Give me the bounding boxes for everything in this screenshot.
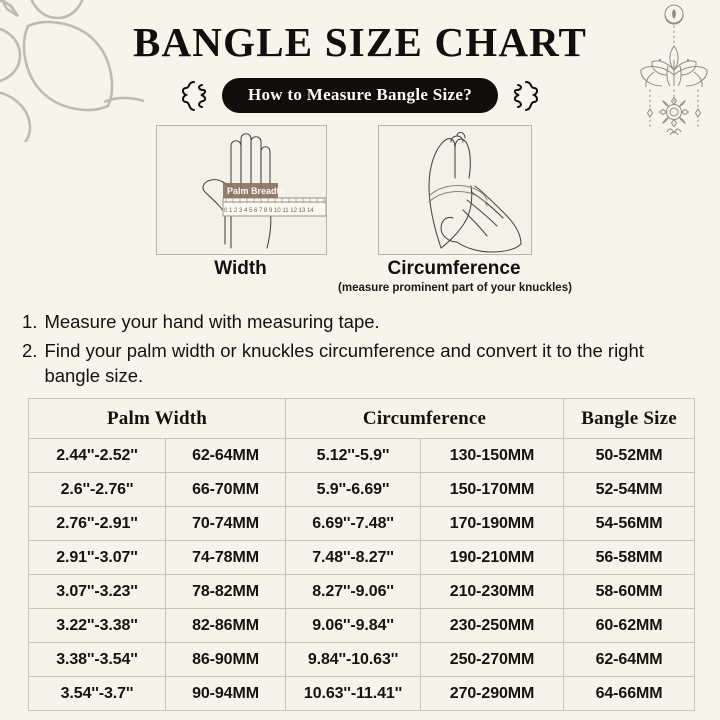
table-cell: 130-150MM: [420, 438, 565, 473]
table-cell: 3.07''-3.23'': [28, 574, 166, 609]
table-cell: 66-70MM: [164, 472, 287, 507]
table-cell: 86-90MM: [164, 642, 287, 677]
table-cell: 230-250MM: [420, 608, 565, 643]
table-row: 2.44''-2.52'' 62-64MM 5.12''-5.9'' 130-150M…: [28, 438, 696, 473]
step-1-number: 1.: [22, 311, 38, 332]
table-cell: 3.54''-3.7'': [28, 676, 166, 711]
table-cell: 78-82MM: [164, 574, 287, 609]
table-cell: 58-60MM: [563, 574, 696, 609]
table-cell: 60-62MM: [563, 608, 696, 643]
step-1-text: Measure your hand with measuring tape.: [44, 311, 380, 332]
palm-width-illustration: 0 1 2 3 4 5 6 7 8 9 10 11 12 13 14 Palm …: [156, 125, 327, 255]
table-cell: 6.69''-7.48'': [285, 506, 422, 541]
table-cell: 82-86MM: [164, 608, 287, 643]
how-to-measure-badge: How to Measure Bangle Size?: [221, 78, 499, 113]
table-cell: 150-170MM: [420, 472, 565, 507]
step-2: 2. Find your palm width or knuckles circ…: [22, 339, 698, 388]
step-2-number: 2.: [22, 340, 38, 362]
table-cell: 9.06''-9.84'': [285, 608, 422, 643]
table-row: 2.91''-3.07'' 74-78MM 7.48''-8.27'' 190-210…: [28, 540, 696, 575]
table-cell: 2.44''-2.52'': [28, 438, 166, 473]
table-row: 3.07''-3.23'' 78-82MM 8.27''-9.06'' 210-230…: [28, 574, 696, 609]
header-palm-width: Palm Width: [27, 398, 287, 439]
table-row: 3.54''-3.7'' 90-94MM 10.63''-11.41'' 270-29…: [28, 676, 696, 711]
header-circumference: Circumference: [285, 398, 565, 439]
caption-width: Width: [214, 258, 267, 279]
table-cell: 2.76''-2.91'': [28, 506, 166, 541]
table-cell: 62-64MM: [164, 438, 287, 473]
table-cell: 52-54MM: [563, 472, 696, 507]
table-cell: 50-52MM: [563, 438, 696, 473]
mandala-corner-ornament: [0, 0, 144, 142]
table-cell: 250-270MM: [420, 642, 565, 677]
table-cell: 5.12''-5.9'': [285, 438, 422, 473]
table-cell: 270-290MM: [420, 676, 565, 711]
table-cell: 3.22''-3.38'': [28, 608, 166, 643]
table-cell: 5.9''-6.69'': [285, 472, 422, 507]
caption-circumference: Circumference: [387, 258, 521, 279]
table-cell: 56-58MM: [563, 540, 696, 575]
badge-row: How to Measure Bangle Size?: [0, 78, 720, 113]
illustration-frames: 0 1 2 3 4 5 6 7 8 9 10 11 12 13 14 Palm …: [0, 125, 720, 255]
table-cell: 3.38''-3.54'': [28, 642, 166, 677]
circumference-illustration: [378, 125, 532, 255]
header-bangle-size: Bangle Size: [563, 398, 696, 439]
table-cell: 170-190MM: [420, 506, 565, 541]
table-row: 3.22''-3.38'' 82-86MM 9.06''-9.84'' 230-250…: [28, 608, 696, 643]
flourish-left-icon: [181, 80, 207, 111]
table-cell: 10.63''-11.41'': [285, 676, 422, 711]
page-title: BANGLE SIZE CHART: [132, 19, 588, 65]
table-cell: 7.48''-8.27'': [285, 540, 422, 575]
table-cell: 190-210MM: [420, 540, 565, 575]
instruction-steps: 1. Measure your hand with measuring tape…: [22, 310, 698, 393]
step-1: 1. Measure your hand with measuring tape…: [22, 310, 698, 334]
table-cell: 210-230MM: [420, 574, 565, 609]
step-2-text: Find your palm width or knuckles circumf…: [44, 340, 644, 386]
table-cell: 90-94MM: [164, 676, 287, 711]
table-row: 2.6''-2.76'' 66-70MM 5.9''-6.69'' 150-170MM…: [28, 472, 696, 507]
ruler-tick-labels: 0 1 2 3 4 5 6 7 8 9 10 11 12 13 14: [224, 208, 314, 214]
flourish-right-icon: [513, 80, 539, 111]
size-table: Palm Width Circumference Bangle Size 2.4…: [27, 398, 696, 711]
table-cell: 2.6''-2.76'': [28, 472, 166, 507]
table-body: 2.44''-2.52'' 62-64MM 5.12''-5.9'' 130-150M…: [28, 438, 696, 711]
palm-breadth-label: Palm Breadth: [227, 186, 285, 196]
table-cell: 64-66MM: [563, 676, 696, 711]
lotus-mandala-ornament: [640, 4, 708, 136]
table-cell: 62-64MM: [563, 642, 696, 677]
table-row: 2.76''-2.91'' 70-74MM 6.69''-7.48'' 170-190…: [28, 506, 696, 541]
table-row: 3.38''-3.54'' 86-90MM 9.84''-10.63'' 250-27…: [28, 642, 696, 677]
table-cell: 8.27''-9.06'': [285, 574, 422, 609]
table-cell: 54-56MM: [563, 506, 696, 541]
table-cell: 70-74MM: [164, 506, 287, 541]
caption-circumference-sub: (measure prominent part of your knuckles…: [338, 282, 572, 294]
table-cell: 2.91''-3.07'': [28, 540, 166, 575]
table-header-row: Palm Width Circumference Bangle Size: [27, 398, 696, 439]
table-cell: 9.84''-10.63'': [285, 642, 422, 677]
table-cell: 74-78MM: [164, 540, 287, 575]
